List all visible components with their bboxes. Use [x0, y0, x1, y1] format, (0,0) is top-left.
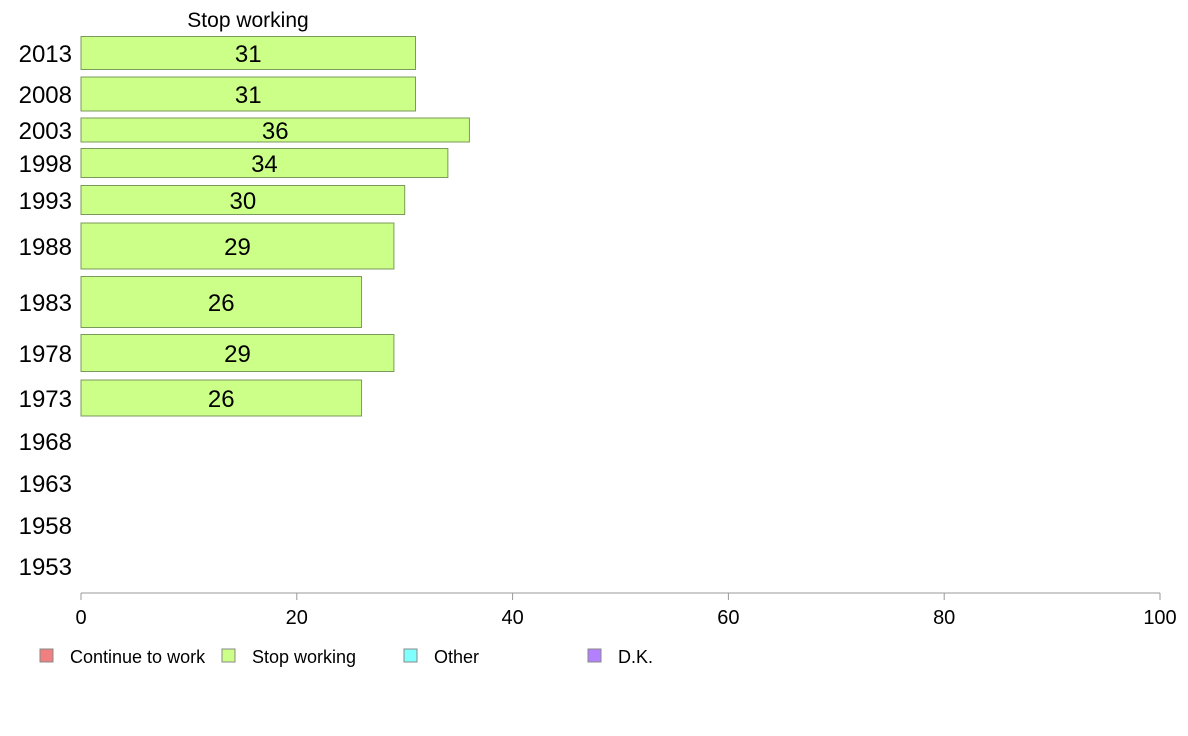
x-tick-label-20: 20	[286, 607, 308, 629]
x-tick-label-100: 100	[1143, 607, 1176, 629]
bar-1993	[80, 185, 406, 215]
bar-value-label-2013: 31	[235, 41, 262, 68]
bar-value-label-2008: 31	[235, 82, 262, 109]
y-tick-label-1958: 1958	[19, 513, 72, 540]
y-tick-label-1993: 1993	[19, 188, 72, 215]
y-tick-label-1983: 1983	[19, 290, 72, 317]
series-header: Stop working	[187, 9, 308, 32]
y-tick-label-1968: 1968	[19, 429, 72, 456]
y-axis-labels: 2013 2008 2003 1998 1993 1988 1983 1978 1973 1968…	[19, 41, 72, 581]
y-tick-label-1973: 1973	[19, 386, 72, 413]
y-tick-label-1963: 1963	[19, 471, 72, 498]
legend-swatch-0	[39, 648, 54, 663]
legend-label-1: Stop working	[252, 647, 356, 667]
bar-2003	[80, 117, 470, 143]
legend-swatch-2	[403, 648, 418, 663]
legend-swatch-1	[221, 648, 236, 663]
bar-2013	[80, 36, 416, 70]
y-tick-label-1988: 1988	[19, 234, 72, 261]
legend: Continue to work Stop working Other D.K.	[39, 647, 653, 667]
x-axis: 0 20 40 60 80 100	[75, 592, 1177, 629]
x-tick-label-60: 60	[717, 607, 739, 629]
y-tick-label-2003: 2003	[19, 118, 72, 145]
x-tick-label-80: 80	[933, 607, 955, 629]
bar-value-label-1978: 29	[224, 341, 251, 368]
bar-1988	[80, 222, 395, 270]
y-tick-label-2013: 2013	[19, 41, 72, 68]
legend-label-0: Continue to work	[70, 647, 206, 667]
bar-2008	[80, 76, 416, 112]
x-tick-label-0: 0	[75, 607, 86, 629]
y-tick-label-1998: 1998	[19, 151, 72, 178]
y-tick-label-2008: 2008	[19, 82, 72, 109]
x-tick-label-40: 40	[501, 607, 523, 629]
y-tick-label-1978: 1978	[19, 341, 72, 368]
bar-value-label-1993: 30	[229, 188, 256, 215]
bar-1978	[80, 334, 395, 372]
bar-value-label-2003: 36	[262, 118, 289, 145]
bar-1973	[80, 379, 363, 417]
legend-label-3: D.K.	[618, 647, 653, 667]
legend-label-2: Other	[434, 647, 479, 667]
y-tick-label-1953: 1953	[19, 554, 72, 581]
bar-value-label-1998: 34	[251, 151, 278, 178]
bar-value-label-1973: 26	[208, 386, 235, 413]
bar-1998	[80, 148, 449, 178]
legend-swatch-3	[587, 648, 602, 663]
bar-value-label-1988: 29	[224, 234, 251, 261]
bar-1983	[80, 276, 363, 328]
bar-value-label-1983: 26	[208, 290, 235, 317]
